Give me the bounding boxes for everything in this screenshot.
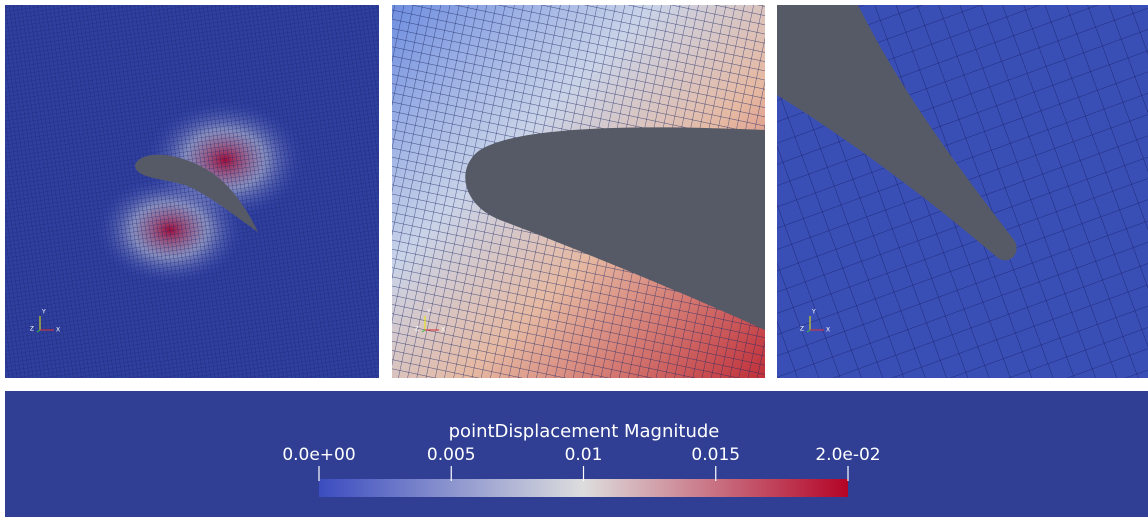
axis-label-z: Z <box>30 326 34 333</box>
axis-label-y: Y <box>426 309 431 316</box>
tick-label: 0.01 <box>565 445 603 465</box>
colorbar-title: pointDisplacement Magnitude <box>449 421 720 442</box>
axis-label-y: Y <box>41 309 46 316</box>
body: pointDisplacement Magnitude 0.0e+00 0.005… <box>0 0 1148 521</box>
tick-label: 0.005 <box>427 445 476 465</box>
screen: pointDisplacement Magnitude 0.0e+00 0.005… <box>0 0 1148 517</box>
tick-label: 0.0e+00 <box>282 445 355 465</box>
panel-leading-edge <box>392 5 765 378</box>
panel-overview <box>5 5 379 378</box>
axis-label-y: Y <box>811 309 816 316</box>
axis-label-x: X <box>441 327 445 334</box>
tick-label: 0.015 <box>691 445 740 465</box>
axis-label-x: X <box>826 327 830 334</box>
panel-trailing-edge <box>777 5 1148 378</box>
tick-label: 2.0e-02 <box>815 445 880 465</box>
page: {"axes_triad": {"x": "X", "y": "Y", "z":… <box>0 0 1148 521</box>
axis-label-z: Z <box>415 326 419 333</box>
axis-label-z: Z <box>800 326 804 333</box>
axis-label-x: X <box>56 327 60 334</box>
colorbar <box>319 479 848 497</box>
